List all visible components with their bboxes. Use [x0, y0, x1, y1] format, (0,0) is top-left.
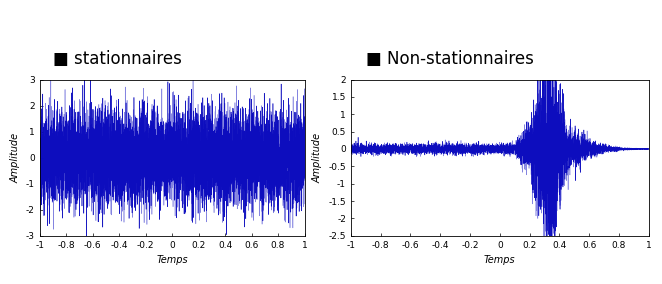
Text: ■ Non-stationnaires: ■ Non-stationnaires [365, 50, 534, 68]
X-axis label: Temps: Temps [484, 255, 516, 265]
Text: ■ stationnaires: ■ stationnaires [53, 50, 182, 68]
Y-axis label: Amplitude: Amplitude [313, 133, 323, 183]
Y-axis label: Amplitude: Amplitude [11, 133, 21, 183]
X-axis label: Temps: Temps [156, 255, 188, 265]
